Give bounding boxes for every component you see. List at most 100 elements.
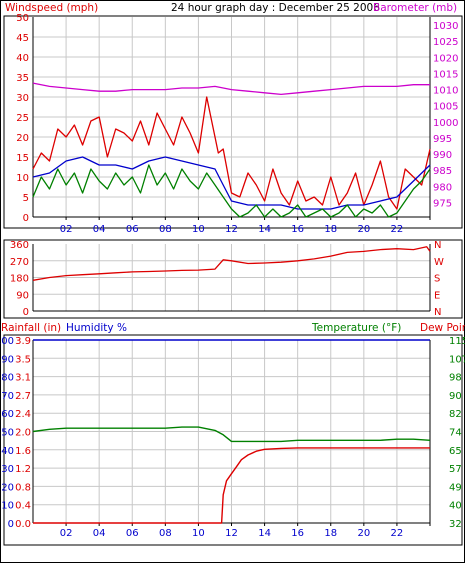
temperature-tick-label: 115 [449, 336, 465, 347]
temperature-tick-label: 65 [449, 446, 462, 457]
barometer-tick-label: 980 [433, 182, 452, 193]
p3-x-tick-label: 20 [357, 528, 370, 539]
direction-degree-tick-label: 90 [16, 290, 29, 301]
p3-x-tick-label: 14 [258, 528, 271, 539]
humidity-tick-label: 10 [1, 501, 14, 512]
p1-x-tick-label: 02 [60, 224, 73, 235]
humidity-tick-label: 100 [0, 336, 14, 347]
temperature-tick-label: 74 [449, 428, 462, 439]
p1-x-tick-label: 14 [258, 224, 271, 235]
temperature-tick-label: 49 [449, 482, 462, 493]
humidity-tick-label: 20 [1, 482, 14, 493]
windspeed-axis-label: Windspeed (mph) [5, 2, 98, 14]
p3-x-tick-label: 06 [126, 528, 139, 539]
direction-compass-tick-label: N [434, 240, 441, 251]
humidity-tick-label: 60 [1, 409, 14, 420]
barometer-tick-label: 985 [433, 166, 452, 177]
rainfall-tick-label: 0.0 [15, 519, 31, 530]
barometer-tick-label: 995 [433, 134, 452, 145]
barometer-tick-label: 1025 [433, 37, 458, 48]
rainfall-tick-label: 0.4 [15, 501, 31, 512]
barometer-tick-label: 1020 [433, 53, 458, 64]
panel-wind-barometer [3, 15, 463, 229]
temperature-series-line [32, 426, 431, 443]
windspeed-tick-label: 40 [16, 53, 29, 64]
p1-x-tick-label: 04 [93, 224, 106, 235]
barometer-tick-label: 1015 [433, 69, 458, 80]
p1-x-tick-label: 20 [357, 224, 370, 235]
temperature-tick-label: 107 [449, 354, 465, 365]
barometer-tick-label: 1000 [433, 118, 458, 129]
p1-x-tick-label: 10 [192, 224, 205, 235]
humidity-axis-label: Humidity % [66, 322, 127, 334]
temperature-tick-label: 90 [449, 391, 462, 402]
rainfall-tick-label: 3.1 [15, 373, 31, 384]
barometer-tick-label: 1030 [433, 21, 458, 32]
chart-title: 24 hour graph day : December 25 2006 [171, 2, 380, 14]
p1-x-tick-label: 08 [159, 224, 172, 235]
direction-degree-tick-label: 360 [10, 240, 29, 251]
rainfall-tick-label: 3.9 [15, 336, 31, 347]
p3-x-tick-label: 02 [60, 528, 73, 539]
p3-x-tick-label: 18 [324, 528, 337, 539]
windspeed-tick-label: 5 [23, 193, 29, 204]
rainfall-tick-label: 3.5 [15, 354, 31, 365]
humidity-tick-label: 50 [1, 428, 14, 439]
windspeed-tick-label: 20 [16, 133, 29, 144]
humidity-tick-label: 0 [8, 519, 14, 530]
temperature-tick-label: 40 [449, 501, 462, 512]
humidity-tick-label: 30 [1, 464, 14, 475]
humidity-tick-label: 80 [1, 373, 14, 384]
panel-rain-humidity-temp [3, 334, 463, 546]
barometer-tick-label: 990 [433, 150, 452, 161]
barometer-tick-label: 975 [433, 198, 452, 209]
p3-x-tick-label: 16 [291, 528, 304, 539]
wind-average-series-line [32, 156, 431, 210]
barometer-tick-label: 1005 [433, 102, 458, 113]
p1-x-tick-label: 06 [126, 224, 139, 235]
direction-compass-tick-label: E [434, 290, 440, 301]
p3-x-tick-label: 22 [391, 528, 404, 539]
windspeed-tick-label: 35 [16, 73, 29, 84]
windspeed-series-line [32, 96, 431, 210]
rainfall-tick-label: 2.0 [15, 428, 31, 439]
dewpoint-axis-label: Dew Point [420, 322, 465, 334]
windspeed-tick-label: 15 [16, 153, 29, 164]
direction-degree-tick-label: 180 [10, 274, 29, 285]
direction-compass-tick-label: W [434, 257, 444, 268]
windspeed-tick-label: 0 [23, 213, 29, 224]
humidity-tick-label: 90 [1, 354, 14, 365]
temperature-axis-label: Temperature (°F) [311, 322, 401, 334]
panel-wind-direction [3, 239, 463, 319]
p3-x-tick-label: 04 [93, 528, 106, 539]
barometer-axis-label: Barometer (mb) [373, 2, 457, 14]
barometer-series-line [32, 82, 430, 96]
p3-x-tick-label: 08 [159, 528, 172, 539]
rainfall-axis-label: Rainfall (in) [1, 322, 61, 334]
direction-compass-tick-label: N [434, 307, 441, 318]
rainfall-tick-label: 1.2 [15, 464, 31, 475]
p1-x-tick-label: 12 [225, 224, 238, 235]
p3-x-tick-label: 12 [225, 528, 238, 539]
windspeed-tick-label: 25 [16, 113, 29, 124]
barometer-tick-label: 1010 [433, 86, 458, 97]
humidity-tick-label: 40 [1, 446, 14, 457]
windspeed-tick-label: 45 [16, 33, 29, 44]
temperature-tick-label: 82 [449, 409, 462, 420]
windspeed-tick-label: 50 [16, 13, 29, 24]
temperature-tick-label: 98 [449, 373, 462, 384]
temperature-tick-label: 57 [449, 464, 462, 475]
p1-x-tick-label: 16 [291, 224, 304, 235]
gust-low-series-line [32, 164, 431, 218]
rainfall-tick-label: 2.7 [15, 391, 31, 402]
rainfall-tick-label: 1.6 [15, 446, 31, 457]
windspeed-tick-label: 30 [16, 93, 29, 104]
rainfall-tick-label: 2.4 [15, 409, 31, 420]
direction-compass-tick-label: S [434, 274, 440, 285]
direction-degree-tick-label: 270 [10, 257, 29, 268]
p1-x-tick-label: 18 [324, 224, 337, 235]
rainfall-tick-label: 0.8 [15, 482, 31, 493]
windspeed-tick-label: 10 [16, 173, 29, 184]
